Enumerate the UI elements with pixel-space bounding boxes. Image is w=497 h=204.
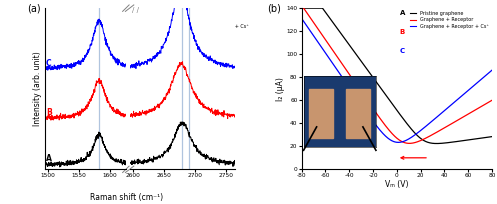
X-axis label: Vₘ (V): Vₘ (V) [385,180,409,189]
Legend: Pristine graphene, Graphene + Receptor, Graphene + Receptor + Cs⁺: Pristine graphene, Graphene + Receptor, … [410,11,490,29]
Text: Raman shift (cm⁻¹): Raman shift (cm⁻¹) [90,193,164,202]
Y-axis label: Intensity (arb. unit): Intensity (arb. unit) [33,51,42,126]
Text: C: C [400,48,405,54]
Text: A: A [46,154,52,163]
Text: B: B [400,29,405,35]
Text: (b): (b) [267,3,281,13]
Text: / /: / / [132,7,139,13]
Text: B: B [46,108,52,117]
Text: (a): (a) [27,3,41,13]
Legend: Pristine graphene, Graphene + receptor, Graphene + receptor + Cs⁺: Pristine graphene, Graphene + receptor, … [170,11,249,29]
Text: C: C [46,59,52,68]
Text: A: A [400,10,405,16]
Y-axis label: I₂ (μA): I₂ (μA) [276,77,285,101]
